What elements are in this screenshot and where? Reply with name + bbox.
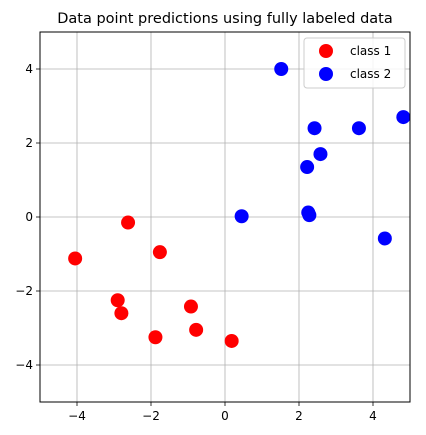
legend: class 1 class 2 — [303, 37, 406, 89]
x-tick-label: 4 — [369, 409, 377, 423]
y-tick-label: −2 — [15, 284, 33, 298]
data-point — [183, 299, 198, 314]
legend-label: class 2 — [350, 67, 391, 81]
data-point — [307, 121, 322, 136]
legend-marker — [319, 44, 333, 58]
chart-title: Data point predictions using fully label… — [57, 11, 393, 27]
y-tick-label: −4 — [15, 358, 33, 372]
data-point — [68, 251, 83, 266]
x-tick-label: 2 — [295, 409, 303, 423]
data-point — [189, 322, 204, 337]
data-point — [313, 147, 328, 162]
data-point — [152, 245, 167, 260]
data-point — [300, 160, 315, 175]
data-point — [274, 62, 289, 76]
data-point — [302, 208, 317, 223]
data-point — [224, 333, 239, 348]
y-tick-label: 4 — [25, 62, 33, 76]
x-tick-label: 0 — [221, 409, 229, 423]
data-point — [148, 330, 163, 345]
data-point — [396, 110, 411, 125]
data-point — [377, 231, 392, 246]
legend-marker — [319, 67, 333, 81]
y-tick-label: 2 — [25, 136, 33, 150]
y-tick-label: 0 — [25, 210, 33, 224]
x-tick-label: −2 — [142, 409, 160, 423]
legend-label: class 1 — [350, 44, 391, 58]
data-point — [121, 215, 136, 230]
axis-ticks: −4 −2 0 2 4 −4 −2 0 2 4 — [15, 62, 377, 423]
data-point — [110, 293, 125, 308]
x-tick-label: −4 — [68, 409, 86, 423]
data-point — [351, 121, 366, 136]
data-points — [68, 62, 411, 348]
data-point — [114, 306, 129, 321]
data-point — [234, 209, 249, 224]
